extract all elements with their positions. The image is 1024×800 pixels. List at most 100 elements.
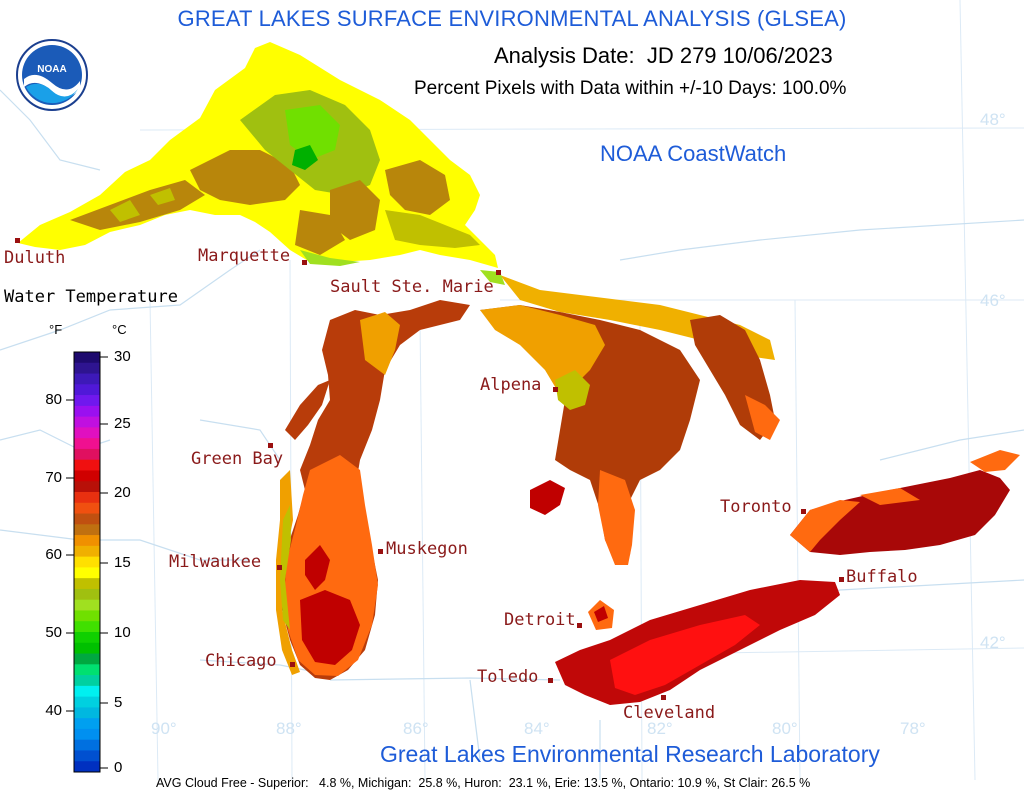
lon-label-84: 84° xyxy=(524,719,550,738)
legend-color-swatch xyxy=(74,438,100,450)
legend-color-swatch xyxy=(74,545,100,558)
city-label-toledo: Toledo xyxy=(477,667,539,687)
legend-color-swatch xyxy=(74,599,100,611)
fahrenheit-tick-80: 80 xyxy=(45,391,62,408)
ontario-outline xyxy=(790,470,1010,555)
lon-label-80: 80° xyxy=(772,719,798,738)
marker-detroit xyxy=(577,623,582,628)
marker-toledo xyxy=(548,678,553,683)
city-label-milwaukee: Milwaukee xyxy=(169,552,262,572)
marker-buffalo xyxy=(839,577,844,582)
legend-color-swatch xyxy=(74,567,100,579)
legend-color-swatch xyxy=(74,675,100,687)
page-title: GREAT LAKES SURFACE ENVIRONMENTAL ANALYS… xyxy=(177,6,847,31)
legend-color-swatch xyxy=(74,416,100,428)
celsius-tick-5: 5 xyxy=(114,694,123,711)
legend-color-swatch xyxy=(74,739,100,751)
celsius-tick-20: 20 xyxy=(114,484,131,501)
legend-color-swatch xyxy=(74,373,100,385)
lake-st-clair xyxy=(588,600,614,630)
marker-sault xyxy=(496,270,501,275)
lake-michigan xyxy=(276,300,470,680)
legend-color-swatch xyxy=(74,405,100,418)
lat-label-46: 46° xyxy=(980,291,1006,310)
marker-milwaukee xyxy=(277,565,282,570)
glerl-label: Great Lakes Environmental Research Labor… xyxy=(380,741,880,767)
legend-color-swatch xyxy=(74,427,100,439)
marker-chicago xyxy=(290,662,295,667)
legend-color-swatch xyxy=(74,395,100,407)
analysis-date: Analysis Date: JD 279 10/06/2023 xyxy=(494,43,833,68)
marker-toronto xyxy=(801,509,806,514)
fahrenheit-tick-50: 50 xyxy=(45,624,62,641)
legend-color-swatch xyxy=(74,459,100,471)
legend-color-swatch xyxy=(74,556,100,568)
legend-color-swatch xyxy=(74,632,100,644)
legend-ticks xyxy=(66,356,108,769)
marker-alpena xyxy=(553,387,558,392)
city-label-duluth: Duluth xyxy=(4,248,66,268)
legend-color-swatch xyxy=(74,470,100,482)
city-label-detroit: Detroit xyxy=(504,610,576,630)
legend-color-swatch xyxy=(74,750,100,762)
fahrenheit-tick-40: 40 xyxy=(45,702,62,719)
city-label-muskegon: Muskegon xyxy=(386,539,468,559)
legend-color-swatch xyxy=(74,718,100,730)
legend-color-swatch xyxy=(74,481,100,493)
city-label-alpena: Alpena xyxy=(480,375,542,395)
lon-label-78: 78° xyxy=(900,719,926,738)
legend-color-swatch xyxy=(74,664,100,676)
marker-muskegon xyxy=(378,549,383,554)
legend-color-swatch xyxy=(74,621,100,633)
legend-color-swatch xyxy=(74,362,100,375)
legend-color-swatch xyxy=(74,685,100,698)
legend-color-swatch xyxy=(74,448,100,461)
lake-erie xyxy=(555,580,840,705)
legend-color-swatch xyxy=(74,728,100,741)
city-label-buffalo: Buffalo xyxy=(846,567,918,587)
legend-color-swatch xyxy=(74,524,100,536)
city-label-marquette: Marquette xyxy=(198,246,291,266)
marker-marquette xyxy=(302,260,307,265)
noaa-logo-text: NOAA xyxy=(37,64,66,75)
legend-color-swatch xyxy=(74,610,100,622)
legend-color-swatch xyxy=(74,384,100,396)
noaa-logo: NOAA xyxy=(16,39,88,111)
legend-color-swatch xyxy=(74,707,100,719)
lat-label-42: 42° xyxy=(980,633,1006,652)
celsius-tick-0: 0 xyxy=(114,759,123,776)
temperature-color-bar xyxy=(74,352,100,773)
huron-outline xyxy=(480,305,700,560)
marker-duluth xyxy=(15,238,20,243)
marker-cleveland xyxy=(661,695,666,700)
legend-color-swatch xyxy=(74,502,100,515)
percent-pixels: Percent Pixels with Data within +/-10 Da… xyxy=(414,78,847,99)
marker-green-bay xyxy=(268,443,273,448)
legend-unit-c: °C xyxy=(112,322,127,337)
city-label-green-bay: Green Bay xyxy=(191,449,284,469)
celsius-tick-10: 10 xyxy=(114,624,131,641)
city-label-cleveland: Cleveland xyxy=(623,703,716,723)
legend-color-swatch xyxy=(74,492,100,504)
celsius-tick-30: 30 xyxy=(114,348,131,365)
legend-color-swatch xyxy=(74,578,100,590)
legend-color-swatch xyxy=(74,696,100,708)
cloud-free-stats: AVG Cloud Free - Superior: 4.8 %, Michig… xyxy=(156,776,811,790)
legend-color-swatch xyxy=(74,761,100,773)
city-markers xyxy=(15,238,844,700)
legend-color-swatch xyxy=(74,513,100,525)
legend-color-swatch xyxy=(74,642,100,655)
lake-huron xyxy=(480,305,780,565)
coastwatch-label: NOAA CoastWatch xyxy=(600,141,787,166)
fahrenheit-tick-60: 60 xyxy=(45,546,62,563)
legend-title: Water Temperature xyxy=(4,287,178,307)
lat-label-48: 48° xyxy=(980,110,1006,129)
legend-color-swatch xyxy=(74,352,100,364)
lon-label-88: 88° xyxy=(276,719,302,738)
lake-superior xyxy=(18,42,498,268)
celsius-tick-15: 15 xyxy=(114,554,131,571)
city-label-sault-ste-marie: Sault Ste. Marie xyxy=(330,277,494,297)
lon-label-90: 90° xyxy=(151,719,177,738)
fahrenheit-tick-70: 70 xyxy=(45,469,62,486)
